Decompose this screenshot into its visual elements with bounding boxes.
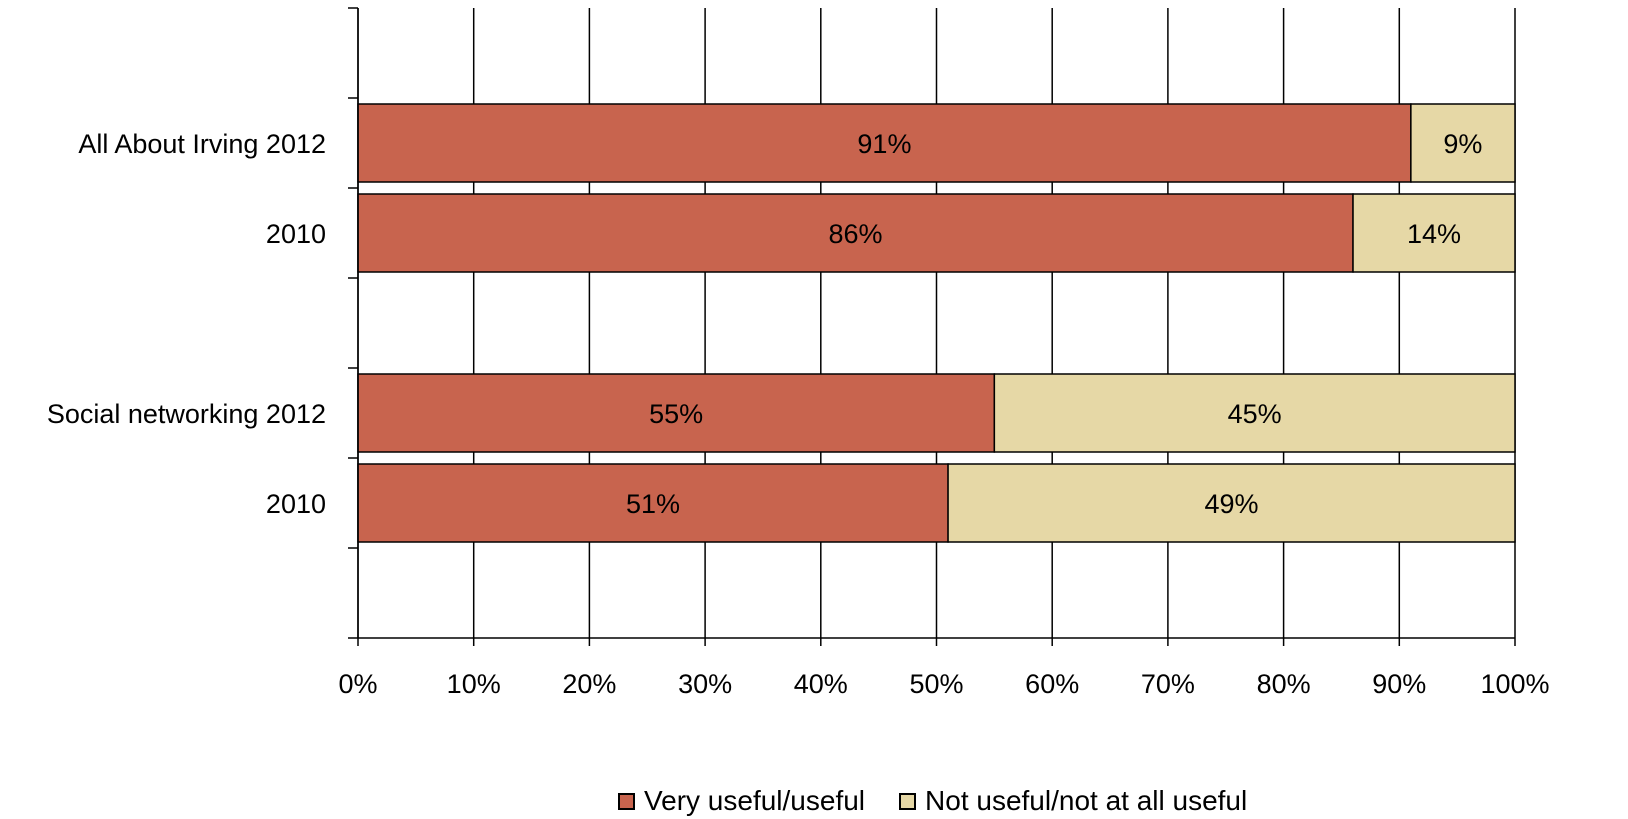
category-label: Social networking 2012 (47, 399, 326, 429)
x-tick-label: 10% (447, 669, 501, 699)
bar-very-useful-2 (357, 373, 996, 453)
x-tick-label: 20% (562, 669, 616, 699)
legend-label-not-useful: Not useful/not at all useful (925, 785, 1248, 816)
category-label: All About Irving 2012 (78, 129, 326, 159)
legend: Very useful/useful Not useful/not at all… (618, 785, 1281, 817)
data-label: 14% (1407, 219, 1461, 249)
category-label: 2010 (266, 489, 326, 519)
bar-very-useful-0 (357, 103, 1412, 183)
bar-not-useful-3 (947, 463, 1516, 543)
x-tick-label: 100% (1480, 669, 1549, 699)
legend-swatch-very-useful (618, 792, 635, 810)
bar-not-useful-2 (993, 373, 1516, 453)
data-label: 9% (1443, 129, 1482, 159)
legend-item-not-useful: Not useful/not at all useful (899, 785, 1247, 817)
category-label: 2010 (266, 219, 326, 249)
x-tick-label: 60% (1025, 669, 1079, 699)
x-tick-label: 70% (1141, 669, 1195, 699)
data-label: 91% (857, 129, 911, 159)
x-tick-label: 50% (909, 669, 963, 699)
data-label: 86% (828, 219, 882, 249)
bar-not-useful-1 (1352, 193, 1516, 273)
legend-swatch-not-useful (899, 792, 917, 810)
gridlines (357, 8, 1516, 638)
x-tick-label: 0% (338, 669, 377, 699)
data-label: 55% (649, 399, 703, 429)
data-label: 49% (1205, 489, 1259, 519)
data-label: 51% (626, 489, 680, 519)
axes (348, 7, 1516, 646)
legend-label-very-useful: Very useful/useful (644, 785, 866, 816)
labels: 0% 10% 20% 30% 40% 50% 60% 70% 80% 90% 100% 91% 9% Al… (47, 129, 1550, 699)
x-tick-label: 80% (1257, 669, 1311, 699)
legend-item-very-useful: Very useful/useful (618, 785, 865, 817)
x-tick-label: 90% (1372, 669, 1426, 699)
x-tick-label: 30% (678, 669, 732, 699)
bar-not-useful-0 (1410, 103, 1516, 183)
bar-very-useful-3 (357, 463, 949, 543)
x-tick-label: 40% (794, 669, 848, 699)
data-label: 45% (1228, 399, 1282, 429)
